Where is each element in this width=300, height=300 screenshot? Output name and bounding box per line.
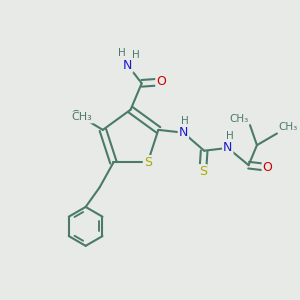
Text: CH₃: CH₃	[278, 122, 298, 132]
Text: CH₃: CH₃	[72, 112, 92, 122]
Text: N: N	[223, 141, 232, 154]
Text: H: H	[118, 48, 126, 58]
Text: H: H	[132, 50, 140, 60]
Text: H: H	[86, 112, 94, 122]
Text: N: N	[178, 126, 188, 139]
Text: O: O	[156, 75, 166, 88]
Text: CH₃: CH₃	[230, 114, 249, 124]
Text: S: S	[199, 165, 207, 178]
Text: H: H	[181, 116, 189, 126]
Text: H: H	[226, 131, 234, 141]
Text: S: S	[144, 156, 152, 169]
Text: C: C	[70, 110, 79, 122]
Text: O: O	[262, 161, 272, 174]
Text: N: N	[123, 59, 133, 72]
